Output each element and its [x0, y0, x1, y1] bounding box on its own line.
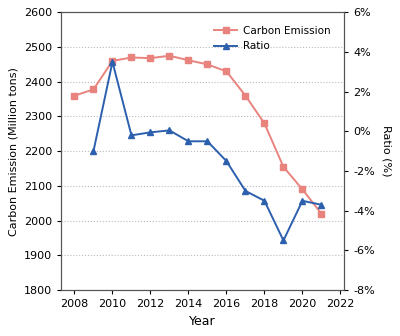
Y-axis label: Carbon Emission (Million tons): Carbon Emission (Million tons) — [8, 67, 18, 236]
Line: Ratio: Ratio — [90, 59, 324, 244]
Ratio — [186, 139, 191, 143]
Ratio — [319, 203, 324, 207]
Ratio — [129, 133, 134, 137]
Ratio — [205, 139, 210, 143]
Carbon Emission — [91, 87, 96, 91]
Carbon Emission — [167, 54, 172, 58]
Carbon Emission — [300, 187, 305, 192]
Ratio — [262, 199, 267, 203]
Carbon Emission — [243, 94, 248, 98]
Carbon Emission — [262, 121, 267, 125]
Ratio — [91, 149, 96, 153]
Ratio — [243, 189, 248, 193]
Y-axis label: Ratio (%): Ratio (%) — [382, 125, 392, 177]
Line: Carbon Emission: Carbon Emission — [72, 53, 324, 216]
Carbon Emission — [110, 59, 115, 63]
Carbon Emission — [281, 165, 286, 169]
Ratio — [281, 239, 286, 243]
Legend: Carbon Emission, Ratio: Carbon Emission, Ratio — [211, 23, 333, 54]
Carbon Emission — [186, 58, 191, 62]
Ratio — [300, 199, 305, 203]
Ratio — [167, 128, 172, 132]
Carbon Emission — [129, 55, 134, 59]
Carbon Emission — [319, 212, 324, 216]
Carbon Emission — [224, 69, 229, 73]
Carbon Emission — [205, 62, 210, 67]
X-axis label: Year: Year — [189, 315, 216, 328]
Ratio — [148, 130, 153, 134]
Carbon Emission — [148, 56, 153, 60]
Carbon Emission — [72, 94, 77, 98]
Ratio — [110, 60, 115, 64]
Ratio — [224, 159, 229, 163]
